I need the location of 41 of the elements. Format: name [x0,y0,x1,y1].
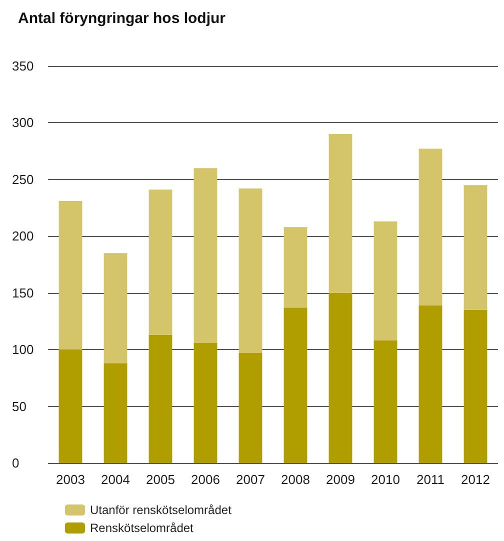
x-tick-label: 2005 [146,472,175,487]
x-tick-label: 2007 [236,472,265,487]
legend-label: Utanför renskötselområdet [90,503,232,517]
bar [194,342,218,463]
bar [104,363,128,463]
legend-label: Renskötselområdet [90,521,194,535]
bar [58,350,82,463]
x-tick-label: 2004 [101,472,130,487]
y-tick-label: 150 [12,285,34,300]
y-tick-label: 350 [12,58,34,74]
bar [238,352,262,463]
bar [464,310,488,463]
x-tick-label: 2010 [371,472,400,487]
bar [328,134,352,293]
x-tick-label: 2003 [56,472,85,487]
y-tick-label: 300 [12,115,34,130]
bar [418,305,442,463]
y-tick-label: 0 [12,456,20,470]
bar [238,188,262,353]
bar [148,334,172,463]
bar [374,340,398,463]
x-tick-label: 2012 [461,472,490,487]
chart-title: Antal föryngringar hos lodjur [18,10,226,27]
y-tick-label: 200 [12,228,34,244]
bar [418,148,442,306]
bar [284,308,308,463]
x-tick-label: 2009 [326,472,355,487]
x-tick-label: 2008 [281,472,310,487]
bar [194,168,218,343]
bar [104,253,128,364]
y-tick-label: 250 [12,172,34,187]
bar [58,200,82,350]
x-tick-label: 2011 [416,472,444,487]
bar [148,190,172,335]
bar [284,227,308,308]
x-tick-label: 2006 [191,472,220,487]
bar [374,221,398,340]
bar [328,292,352,463]
y-tick-label: 100 [12,342,34,358]
y-tick-label: 50 [12,398,26,414]
bar [464,185,488,310]
